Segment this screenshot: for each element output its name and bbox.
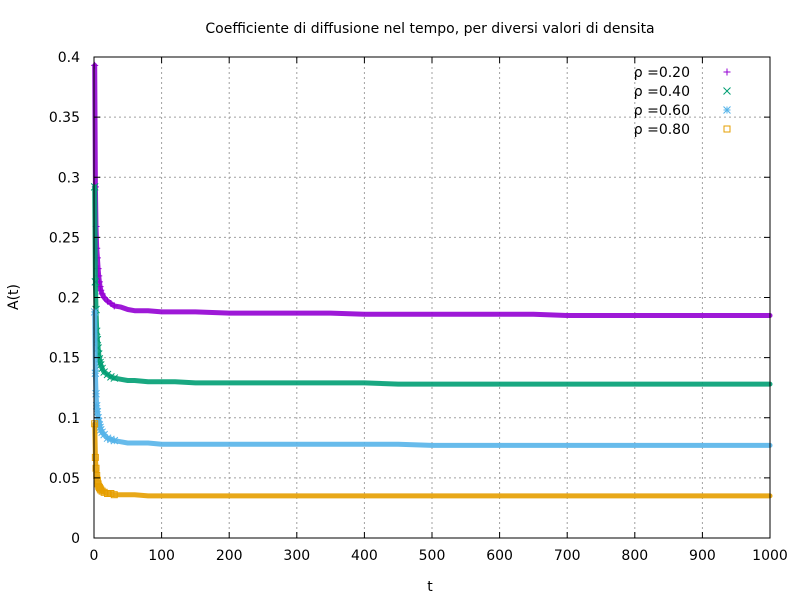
data-point (98, 487, 106, 495)
data-point (90, 308, 99, 316)
data-point (97, 286, 105, 294)
x-tick-label: 100 (148, 548, 175, 564)
chart-title: Coefficiente di diffusione nel tempo, pe… (205, 21, 654, 37)
y-axis-ticks: 0 0.05 0.1 0.15 0.2 0.25 0.3 0.35 0.4 (49, 50, 770, 547)
data-point (91, 420, 99, 428)
data-point (91, 61, 99, 69)
x-axis-label: t (427, 579, 433, 595)
data-point (90, 183, 99, 191)
legend-label: ρ =0.60 (634, 103, 690, 119)
data-point (96, 425, 105, 434)
data-point (103, 370, 112, 379)
data-point (96, 485, 104, 493)
legend: ρ =0.20 ρ =0.40 ρ =0.60 ρ =0.80 (634, 65, 731, 138)
x-tick-label: 200 (216, 548, 243, 564)
data-point (110, 436, 119, 445)
data-point (110, 491, 118, 499)
data-point (93, 407, 102, 416)
legend-marker (723, 125, 731, 133)
y-tick-label: 0.2 (58, 291, 80, 307)
x-axis-ticks: 0 100 200 300 400 500 600 700 800 900 1000 (90, 57, 788, 564)
data-point (107, 435, 115, 444)
y-tick-label: 0.3 (58, 170, 80, 186)
data-point (110, 374, 119, 382)
y-tick-label: 0.05 (49, 471, 80, 487)
data-point (96, 423, 104, 432)
data-point (94, 417, 103, 426)
data-point (92, 401, 101, 410)
x-tick-label: 800 (621, 548, 648, 564)
data-point (91, 278, 100, 286)
legend-marker (723, 106, 731, 114)
legend-label: ρ =0.80 (634, 122, 690, 138)
data-point (91, 453, 99, 461)
x-tick-label: 400 (351, 548, 378, 564)
data-point (98, 290, 106, 298)
x-tick-label: 700 (554, 548, 581, 564)
y-tick-label: 0.4 (58, 50, 80, 66)
y-tick-label: 0.25 (49, 230, 80, 246)
x-tick-label: 300 (283, 548, 310, 564)
x-tick-label: 500 (419, 548, 446, 564)
x-tick-label: 900 (689, 548, 716, 564)
series-trace (92, 184, 773, 387)
data-point (91, 369, 100, 378)
legend-label: ρ =0.40 (634, 84, 690, 100)
legend-label: ρ =0.20 (634, 65, 690, 81)
grid (94, 57, 770, 538)
y-tick-label: 0.35 (49, 110, 80, 126)
data-point (110, 302, 118, 310)
y-tick-label: 0 (71, 531, 80, 547)
y-axis-label: A(t) (6, 284, 22, 310)
data-point (100, 294, 108, 301)
data-marks (90, 61, 773, 499)
x-tick-label: 1000 (752, 548, 788, 564)
series-square (91, 420, 773, 499)
series-star (90, 308, 773, 448)
legend-marker (723, 87, 731, 95)
y-tick-label: 0.15 (49, 351, 80, 367)
data-point (103, 434, 112, 443)
data-point (92, 464, 100, 472)
y-tick-label: 0.1 (58, 411, 80, 427)
x-tick-label: 0 (90, 548, 99, 564)
x-tick-label: 600 (486, 548, 513, 564)
data-point (95, 421, 104, 429)
data-point (92, 389, 100, 398)
data-point (100, 368, 108, 376)
legend-marker (723, 68, 731, 76)
